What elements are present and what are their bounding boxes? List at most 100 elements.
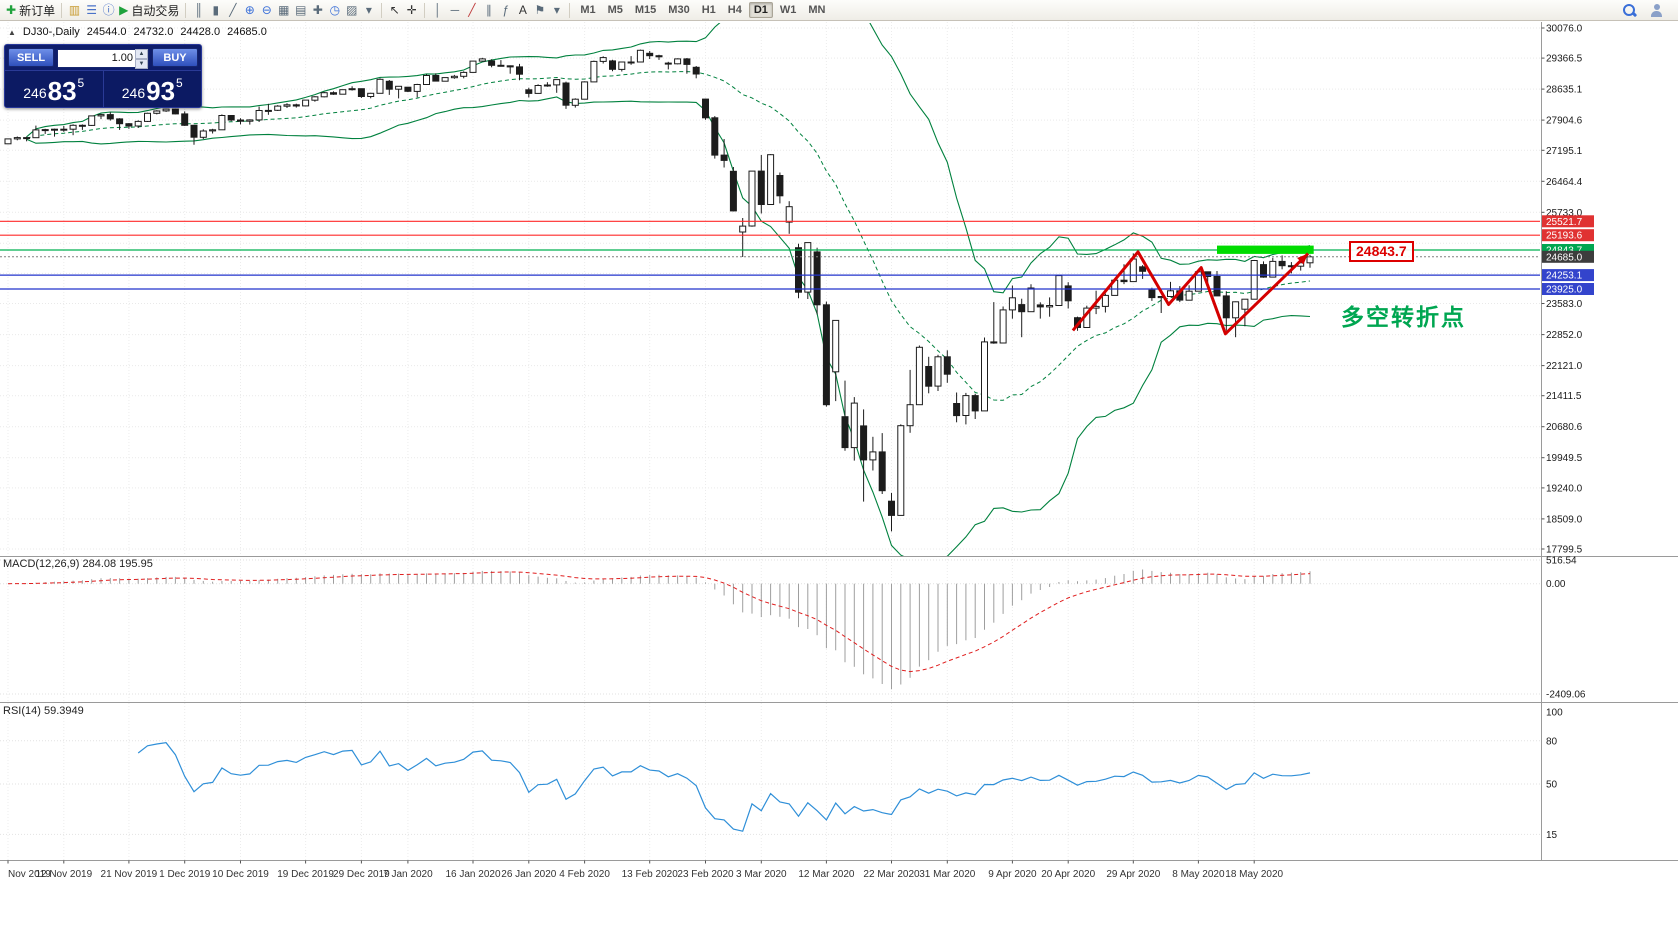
macd-label: MACD(12,26,9) 284.08 195.95 — [3, 558, 153, 570]
period-icon[interactable]: ◷ — [326, 1, 343, 19]
svg-text:20680.6: 20680.6 — [1546, 422, 1583, 433]
candlestick-chart-icon[interactable]: ▮ — [207, 1, 224, 19]
timeframe-m30-button[interactable]: M30 — [668, 4, 690, 16]
trendline-icon[interactable]: ╱ — [463, 1, 480, 19]
macd-layer — [0, 559, 1540, 695]
rsi-label: RSI(14) 59.3949 — [3, 705, 84, 717]
timeframe-m1-button[interactable]: M1 — [580, 4, 596, 16]
data-window-icon[interactable]: ⓘ — [100, 1, 117, 19]
person-icon — [1649, 3, 1664, 18]
macd-signal-line — [7, 571, 1311, 673]
volume-input[interactable] — [57, 48, 149, 68]
volume-down-button[interactable]: ▼ — [135, 59, 148, 69]
template-dropdown-icon-glyph: ▾ — [365, 3, 372, 17]
objects-dropdown-icon[interactable]: ▾ — [548, 1, 565, 19]
line-chart-icon[interactable]: ╱ — [224, 1, 241, 19]
svg-text:-2409.06: -2409.06 — [1546, 690, 1586, 701]
timeframe-mn-button[interactable]: MN — [808, 4, 826, 16]
market-watch-icon[interactable]: ☰ — [83, 1, 100, 19]
toolbar-right — [1620, 1, 1674, 19]
text-label-icon[interactable]: A — [514, 1, 531, 19]
svg-text:3 Mar 2020: 3 Mar 2020 — [736, 869, 787, 880]
annotations-layer — [1071, 245, 1314, 336]
svg-text:1 Dec 2019: 1 Dec 2019 — [159, 869, 211, 880]
arrange-windows-icon[interactable]: ▤ — [292, 1, 309, 19]
equidistant-channel-icon[interactable]: ∥ — [480, 1, 497, 19]
new-order-glyph: ✚ — [6, 3, 17, 17]
template-dropdown-icon[interactable]: ▾ — [360, 1, 377, 19]
symbol-name: DJ30-,Daily — [22, 26, 80, 38]
cursor-icon[interactable]: ↖ — [386, 1, 403, 19]
toolbar-separator — [381, 2, 383, 18]
one-click-toggle-icon[interactable]: ▲ — [8, 27, 16, 37]
zoom-in-icon[interactable]: ⊕ — [241, 1, 258, 19]
svg-text:7 Jan 2020: 7 Jan 2020 — [383, 869, 433, 880]
levels-layer — [0, 220, 1540, 290]
timeframe-m15-button[interactable]: M15 — [634, 4, 657, 16]
fibonacci-icon-glyph: ƒ — [502, 3, 510, 17]
svg-text:29366.5: 29366.5 — [1546, 54, 1583, 65]
template-icon[interactable]: ▨ — [343, 1, 360, 19]
price-divider — [102, 71, 104, 107]
svg-text:0.00: 0.00 — [1546, 579, 1566, 590]
arrow-object-icon[interactable]: ⚑ — [531, 1, 548, 19]
zoom-out-icon[interactable]: ⊖ — [258, 1, 275, 19]
buy-price[interactable]: 246 93 5 — [104, 71, 202, 107]
timeframe-d1-button[interactable]: D1 — [748, 2, 773, 18]
svg-text:26464.4: 26464.4 — [1546, 177, 1583, 188]
tile-windows-icon[interactable]: ▦ — [275, 1, 292, 19]
timeframe-h1-button[interactable]: H1 — [701, 4, 716, 16]
svg-text:17799.5: 17799.5 — [1546, 545, 1583, 556]
trend-zigzag[interactable] — [1071, 250, 1310, 336]
horizontal-line-icon[interactable]: ─ — [446, 1, 463, 19]
community-button[interactable] — [1647, 1, 1666, 19]
turning-point-annotation[interactable]: 多空转折点 — [1341, 304, 1466, 330]
arrange-windows-icon-glyph: ▤ — [295, 3, 307, 17]
svg-text:23583.0: 23583.0 — [1546, 299, 1583, 310]
price-tag-24253.1 — [1542, 269, 1594, 282]
bar-chart-icon[interactable]: ║ — [190, 1, 207, 19]
timeframe-w1-button[interactable]: W1 — [779, 4, 797, 16]
price-tag-25521.7 — [1542, 215, 1594, 228]
volume-spinner: ▲ ▼ — [135, 49, 148, 69]
bar-chart-icon-glyph: ║ — [194, 3, 204, 17]
svg-text:16 Jan 2020: 16 Jan 2020 — [445, 869, 500, 880]
crosshair-icon[interactable]: ✛ — [403, 1, 420, 19]
toolbar: ✚ 新订单 ▥ ☰ ⓘ ▶ 自动交易 ║ ▮ ╱ ⊕ ⊖ ▦ ▤ ✚ ◷ ▨ ▾ ↖ ✛ │ ─ ╱ ∥ ƒ A ⚑ ▾ M1 M5 M15… — [0, 0, 1678, 21]
search-button[interactable] — [1620, 1, 1639, 19]
svg-text:100: 100 — [1546, 708, 1563, 719]
volume-up-button[interactable]: ▲ — [135, 49, 148, 59]
buy-button[interactable]: BUY — [152, 48, 198, 67]
data-window-icon-glyph: ⓘ — [102, 3, 115, 17]
svg-text:4 Feb 2020: 4 Feb 2020 — [559, 869, 610, 880]
vertical-line-icon[interactable]: │ — [429, 1, 446, 19]
svg-text:22852.0: 22852.0 — [1546, 330, 1583, 341]
candles-layer — [4, 49, 1314, 532]
charts-bar-icon[interactable]: ▥ — [66, 1, 83, 19]
auto-trading-glyph: ▶ — [119, 3, 129, 17]
new-chart-icon[interactable]: ✚ — [309, 1, 326, 19]
timeframe-m5-button[interactable]: M5 — [607, 4, 623, 16]
svg-text:80: 80 — [1546, 736, 1558, 747]
toolbar-separator — [424, 2, 426, 18]
bollinger-bands-layer — [26, 23, 1311, 557]
svg-text:28635.1: 28635.1 — [1546, 85, 1583, 96]
auto-trading-button[interactable]: ▶ 自动交易 — [117, 1, 181, 19]
timeframe-h4-button[interactable]: H4 — [727, 4, 742, 16]
horizontal-line-icon-glyph: ─ — [450, 3, 460, 17]
price-callout-label[interactable]: 24843.7 — [1349, 241, 1414, 262]
price-tag-25193.6 — [1542, 229, 1594, 242]
sell-price[interactable]: 246 83 5 — [5, 71, 103, 107]
fibonacci-icon[interactable]: ƒ — [497, 1, 514, 19]
svg-text:27195.1: 27195.1 — [1546, 146, 1583, 157]
buy-price-sup: 5 — [176, 76, 183, 90]
svg-text:15: 15 — [1546, 830, 1558, 841]
svg-text:12 Nov 2019: 12 Nov 2019 — [35, 869, 92, 880]
bollinger-upper-line — [26, 23, 1311, 294]
highlight-zone[interactable] — [1217, 245, 1314, 254]
zoom-out-icon-glyph: ⊖ — [261, 3, 272, 17]
svg-text:19 Dec 2019: 19 Dec 2019 — [277, 869, 334, 880]
new-order-button[interactable]: ✚ 新订单 — [4, 1, 57, 19]
sell-button[interactable]: SELL — [8, 48, 54, 67]
